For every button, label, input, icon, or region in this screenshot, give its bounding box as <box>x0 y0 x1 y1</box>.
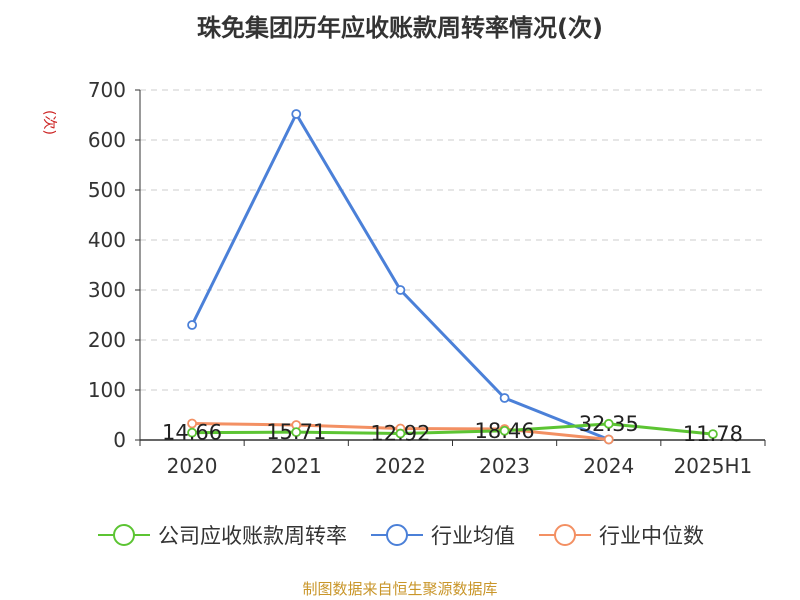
legend-label: 公司应收账款周转率 <box>158 524 347 548</box>
y-tick-label: 600 <box>88 128 126 152</box>
y-tick-label: 400 <box>88 228 126 252</box>
legend-marker-icon <box>98 524 150 546</box>
y-tick-label: 0 <box>113 428 126 452</box>
series-line <box>190 112 610 441</box>
y-tick-label: 300 <box>88 278 126 302</box>
legend-marker-icon <box>539 524 591 546</box>
x-tick-label: 2025H1 <box>674 454 753 478</box>
data-point <box>708 429 718 440</box>
legend: 公司应收账款周转率 行业均值 行业中位数 <box>0 520 800 550</box>
legend-item[interactable]: 行业均值 <box>369 520 515 550</box>
legend-item[interactable]: 行业中位数 <box>537 520 704 550</box>
data-point <box>291 427 302 438</box>
data-point <box>187 320 197 330</box>
x-tick-label: 2021 <box>271 454 322 478</box>
data-label: 12.92 <box>370 422 430 446</box>
x-tick-label: 2022 <box>375 454 426 478</box>
legend-label: 行业均值 <box>431 524 515 548</box>
data-point <box>187 418 197 429</box>
data-point <box>499 393 510 403</box>
data-point <box>395 428 406 439</box>
y-tick-label: 700 <box>88 78 126 102</box>
x-tick-label: 2020 <box>167 454 218 478</box>
legend-label: 行业中位数 <box>599 524 704 548</box>
data-label: 14.66 <box>162 421 222 445</box>
data-point <box>395 285 406 295</box>
data-label: 11.78 <box>683 422 743 446</box>
y-tick-label: 500 <box>88 178 126 202</box>
data-point <box>291 109 302 119</box>
chart-title: 珠免集团历年应收账款周转率情况(次) <box>197 14 603 42</box>
data-point <box>499 425 510 436</box>
x-tick-label: 2024 <box>583 454 634 478</box>
data-point <box>603 434 614 445</box>
data-label: 18.46 <box>475 419 535 443</box>
data-source: 制图数据来自恒生聚源数据库 <box>302 580 498 598</box>
y-tick-label: 100 <box>88 378 126 402</box>
legend-item[interactable]: 公司应收账款周转率 <box>96 520 347 550</box>
data-label: 15.71 <box>266 420 326 444</box>
data-point <box>603 418 614 429</box>
series-line <box>192 422 714 436</box>
legend-marker-icon <box>371 524 423 546</box>
x-tick-label: 2023 <box>479 454 530 478</box>
data-point <box>187 427 197 438</box>
y-tick-label: 200 <box>88 328 126 352</box>
data-label: 32.35 <box>579 412 639 436</box>
line-chart: 0 100 200 300 400 500 600 700 2020 2021 2022 2023 20… <box>88 78 766 478</box>
